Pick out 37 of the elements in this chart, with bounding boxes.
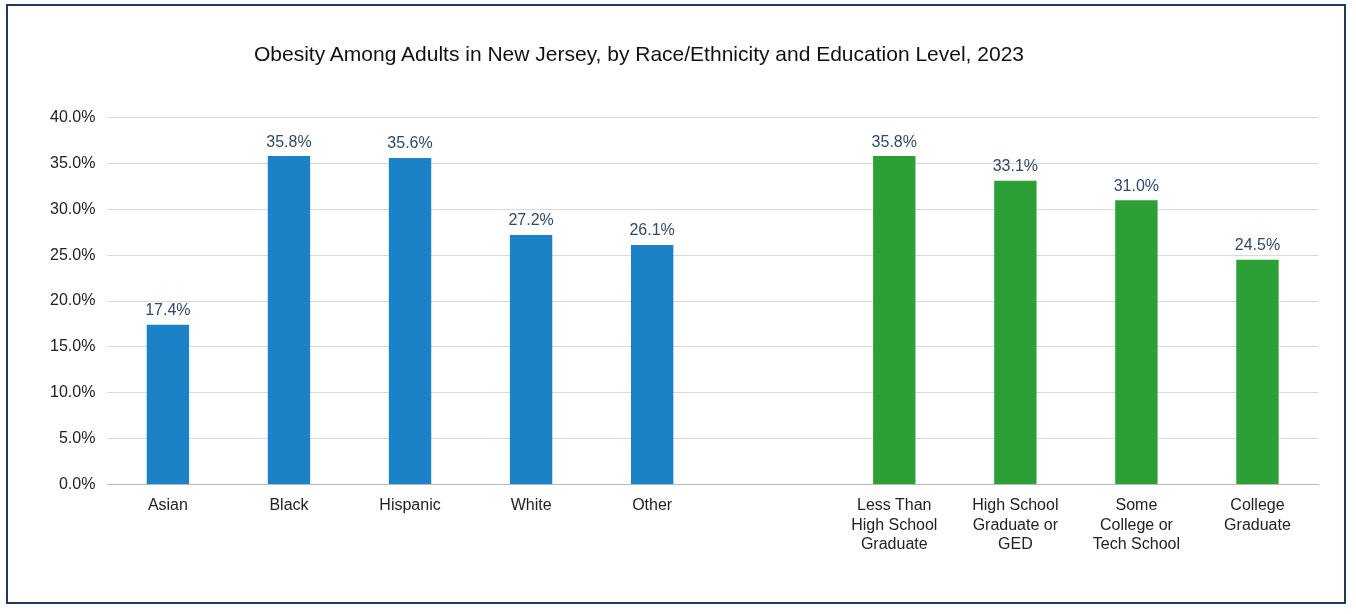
y-tick-label: 5.0% [58,428,96,446]
x-tick-label: Some College or Tech School [1092,496,1180,552]
data-label: 35.8% [871,132,917,150]
y-tick-label: 10.0% [49,383,96,401]
y-tick-label: 20.0% [49,291,96,309]
x-tick-label: Other [632,496,673,514]
bar [267,156,311,484]
data-label: 26.1% [629,221,675,239]
data-label: 35.6% [387,134,433,152]
x-tick-label: White [510,496,552,514]
x-tick-label: Less Than High School Graduate [851,496,938,552]
bar [146,324,190,484]
y-tick-label: 30.0% [49,199,96,217]
bar [509,234,553,484]
bar [388,157,432,484]
bar [994,180,1037,484]
x-tick-label: Asian [147,496,188,514]
chart-title: Obesity Among Adults in New Jersey, by Race/Ethnicity and Education Level, 2023 [252,42,1025,66]
y-tick-label: 35.0% [49,153,96,171]
bar [873,156,916,484]
data-label: 17.4% [145,301,191,319]
y-tick-label: 40.0% [49,108,96,126]
x-tick-label: Hispanic [379,496,441,514]
bar [630,245,674,484]
data-label: 31.0% [1113,176,1160,194]
y-tick-label: 15.0% [49,337,96,355]
y-tick-label: 0.0% [58,474,96,492]
data-label: 27.2% [508,211,554,229]
data-label: 35.8% [266,132,312,150]
data-label: 33.1% [992,157,1039,175]
x-tick-label: College Graduate [1224,496,1291,533]
bar [1115,200,1158,484]
x-tick-label: High School Graduate or GED [972,496,1059,552]
x-tick-label: Black [269,496,310,514]
bar [1236,259,1279,484]
y-tick-label: 25.0% [49,245,96,263]
data-label: 24.5% [1234,236,1281,254]
